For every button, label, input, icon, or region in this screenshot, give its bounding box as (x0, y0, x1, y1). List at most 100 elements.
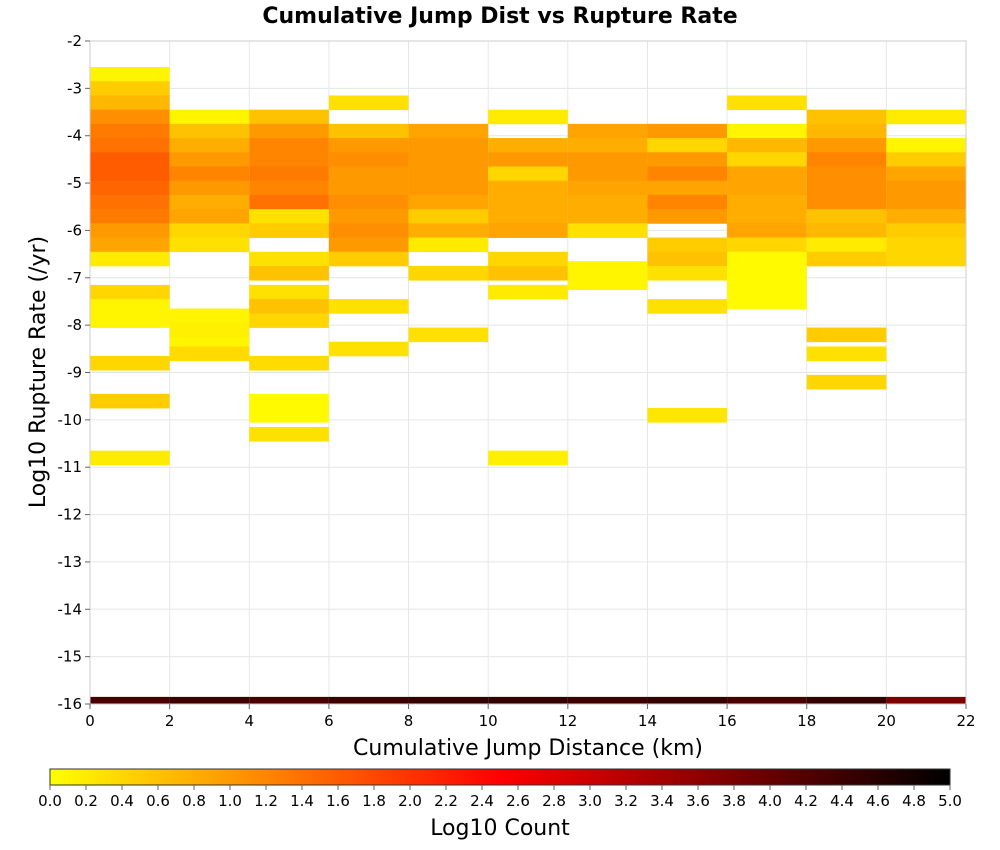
colorbar-tick-label: 0.4 (110, 792, 134, 810)
colorbar-tick-label: 2.4 (470, 792, 494, 810)
y-tick-label: -15 (58, 648, 83, 666)
y-tick-label: -12 (58, 506, 83, 524)
heatmap-cell (567, 223, 648, 238)
colorbar-tick-label: 2.2 (434, 792, 458, 810)
colorbar-tick-label: 4.4 (830, 792, 854, 810)
heatmap-cell (328, 166, 409, 182)
heatmap-cell (249, 313, 329, 328)
heatmap-cell (886, 251, 966, 267)
heatmap-cell (727, 265, 807, 281)
heatmap-cell (249, 194, 329, 210)
y-tick-label: -5 (67, 174, 82, 192)
heatmap-cell (488, 138, 568, 153)
heatmap-cell (408, 265, 489, 281)
heatmap-cell (169, 109, 250, 125)
heatmap-cell (249, 180, 329, 196)
heatmap-cell (90, 180, 170, 196)
heatmap-cell (488, 209, 568, 224)
y-axis-label: Log10 Rupture Rate (/yr) (26, 236, 51, 508)
heatmap-cell (727, 223, 807, 238)
y-tick-label: -16 (58, 695, 83, 713)
x-tick-label: 8 (404, 712, 414, 730)
colorbar-ticks: 0.0 0.2 0.4 0.6 0.8 1.0 1.2 1.4 1.6 1.8 2.0 2.2 2.4 2… (38, 785, 962, 810)
heatmap-cell (488, 166, 568, 182)
colorbar-tick-label: 4.2 (794, 792, 818, 810)
y-tick-label: -13 (58, 553, 83, 571)
heatmap-cell (169, 138, 250, 153)
heatmap-cell (90, 152, 170, 167)
colorbar-tick-label: 3.0 (578, 792, 602, 810)
heatmap-cell (90, 299, 170, 314)
x-tick-label: 20 (877, 712, 896, 730)
y-tick-label: -8 (67, 316, 82, 334)
heatmap-cell (886, 109, 966, 125)
heatmap-cell (567, 123, 648, 139)
heatmap-cell (90, 194, 170, 210)
heatmap-cell (647, 123, 728, 139)
heatmap-cell (90, 313, 170, 328)
heatmap-cell (886, 152, 966, 167)
x-axis-ticks: 0 2 4 6 8 10 12 14 16 18 20 22 (85, 704, 976, 730)
heatmap-cell (328, 194, 409, 210)
heatmap-cell (488, 223, 568, 238)
x-axis-label: Cumulative Jump Distance (km) (353, 736, 703, 761)
heatmap-cell (886, 194, 966, 210)
colorbar-tick-label: 1.0 (218, 792, 242, 810)
y-tick-label: -7 (67, 269, 82, 287)
heatmap-cell (806, 237, 887, 253)
colorbar-tick-label: 3.2 (614, 792, 638, 810)
heatmap-cell (727, 95, 807, 111)
heatmap-cell (408, 138, 489, 153)
heatmap-cell (806, 152, 887, 167)
heatmap-cell (727, 123, 807, 139)
heatmap-cell (727, 209, 807, 224)
x-tick-label: 2 (165, 712, 175, 730)
heatmap-cell (727, 251, 807, 267)
heatmap-cell (488, 284, 568, 300)
heatmap-cell (806, 696, 887, 704)
heatmap-cell (488, 152, 568, 167)
heatmap-cell (488, 194, 568, 210)
heatmap-cell (727, 237, 807, 253)
colorbar-tick-label: 4.0 (758, 792, 782, 810)
x-tick-label: 12 (558, 712, 577, 730)
heatmap-cell (90, 393, 170, 409)
heatmap-cell (806, 109, 887, 125)
heatmap-cell (169, 696, 250, 704)
heatmap-cell (328, 223, 409, 238)
heatmap-cell (806, 123, 887, 139)
heatmap-cell (886, 166, 966, 182)
y-tick-label: -6 (67, 221, 82, 239)
heatmap-cell (90, 109, 170, 125)
x-tick-label: 6 (324, 712, 334, 730)
heatmap-cell (488, 265, 568, 281)
colorbar-tick-label: 0.8 (182, 792, 206, 810)
heatmap-cell (647, 299, 728, 314)
colorbar-tick-label: 1.2 (254, 792, 278, 810)
heatmap-cell (647, 265, 728, 281)
heatmap-cell (249, 284, 329, 300)
y-tick-label: -11 (58, 458, 83, 476)
heatmap-cell (647, 194, 728, 210)
heatmap-cell (408, 123, 489, 139)
y-axis-ticks: -2 -3 -4 -5 -6 -7 -8 -9 -10 -11 -12 -13 -14 -15 -16 (58, 32, 90, 713)
heatmap-cell (249, 393, 329, 409)
heatmap-cell (90, 355, 170, 371)
heatmap-cell (328, 696, 409, 704)
y-tick-label: -2 (67, 32, 82, 50)
heatmap-cell (727, 294, 807, 309)
y-tick-label: -4 (67, 127, 82, 145)
heatmap-cell (806, 138, 887, 153)
heatmap-cell (567, 180, 648, 196)
heatmap-cell (647, 408, 728, 423)
x-tick-label: 16 (718, 712, 737, 730)
colorbar-label: Log10 Count (430, 816, 570, 841)
chart-title: Cumulative Jump Dist vs Rupture Rate (262, 4, 737, 29)
heatmap-cell (249, 209, 329, 224)
colorbar-tick-label: 3.8 (722, 792, 746, 810)
x-tick-label: 0 (85, 712, 95, 730)
heatmap-cell (408, 152, 489, 167)
colorbar-tick-label: 5.0 (938, 792, 962, 810)
heatmap-cell (249, 408, 329, 423)
